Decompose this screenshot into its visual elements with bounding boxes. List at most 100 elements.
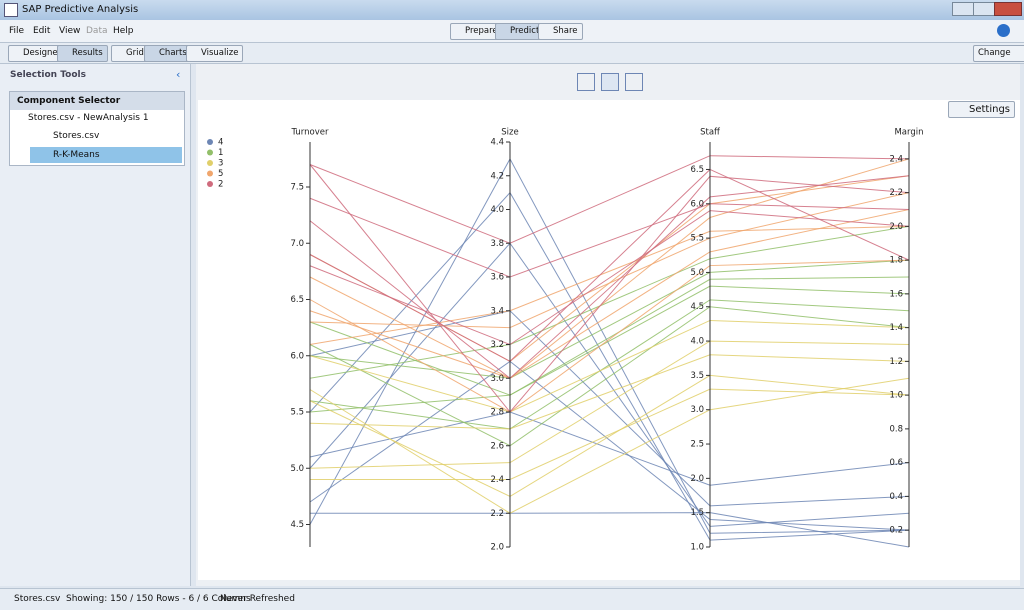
- tick-label: 2.2: [889, 188, 903, 198]
- tick-label: 1.5: [690, 508, 704, 518]
- tick-label: 4.0: [690, 337, 704, 347]
- data-line: [309, 340, 910, 469]
- tree-item[interactable]: Stores.csv: [53, 131, 100, 141]
- tick-label: 3.5: [690, 371, 704, 381]
- legend-label: 5: [218, 169, 223, 179]
- toolbar-button[interactable]: Visualize: [186, 45, 244, 62]
- axis-title: Turnover: [291, 128, 329, 138]
- tick-label: 0.8: [889, 424, 903, 434]
- axis-title: Margin: [894, 128, 923, 138]
- tick-label: 2.8: [490, 408, 504, 418]
- legend-swatch: [207, 160, 213, 166]
- data-line: [309, 225, 910, 345]
- collapse-icon[interactable]: ‹: [176, 68, 181, 81]
- menu-item[interactable]: Edit: [33, 26, 51, 36]
- data-line: [309, 225, 910, 379]
- legend-label: 1: [218, 148, 223, 158]
- tick-label: 3.0: [490, 374, 504, 384]
- data-line: [309, 276, 910, 413]
- menu-item[interactable]: Data: [86, 26, 108, 36]
- status-text: Stores.csv: [14, 594, 61, 604]
- tick-label: 2.6: [490, 441, 504, 451]
- app-icon: [4, 3, 18, 17]
- data-line: [310, 388, 910, 480]
- tick-label: 2.0: [889, 222, 903, 232]
- data-line: [309, 411, 910, 486]
- settings-button[interactable]: Settings: [948, 101, 1016, 118]
- data-line: [309, 259, 910, 379]
- data-line: [309, 259, 910, 413]
- tick-label: 6.0: [690, 199, 704, 209]
- panel-title: Component Selector: [17, 96, 121, 106]
- tick-label: 3.0: [690, 405, 704, 415]
- maximize[interactable]: [973, 2, 995, 16]
- data-line: [309, 285, 910, 396]
- tick-label: 2.4: [490, 475, 504, 485]
- data-line: [309, 354, 910, 430]
- tick-label: 4.5: [290, 520, 304, 530]
- tick-label: 1.6: [889, 289, 903, 299]
- toolbar: Designer Results Grid Charts Visualize C…: [0, 43, 1024, 64]
- menu-item[interactable]: View: [59, 26, 81, 36]
- selected-row: [30, 147, 182, 163]
- mode-button[interactable]: Predict: [495, 23, 545, 40]
- tick-label: 3.6: [490, 273, 504, 283]
- status-text: Showing: 150 / 150 Rows - 6 / 6 Columns: [66, 594, 251, 604]
- data-line: [309, 299, 910, 430]
- view-icon[interactable]: [601, 73, 619, 91]
- data-line: [309, 374, 910, 497]
- sidebar: Selection Tools ‹ Component Selector Sto…: [0, 64, 191, 586]
- legend-swatch: [207, 139, 213, 145]
- tree-item[interactable]: Stores.csv - NewAnalysis 1: [28, 113, 149, 123]
- tick-label: 7.0: [290, 239, 304, 249]
- menu-item[interactable]: Help: [113, 26, 134, 36]
- view-icon[interactable]: [625, 73, 643, 91]
- tick-label: 2.5: [690, 440, 704, 450]
- tick-label: 1.8: [889, 256, 903, 266]
- legend-swatch: [207, 170, 213, 177]
- tick-label: 0.4: [889, 492, 903, 502]
- data-line: [309, 164, 910, 413]
- tick-label: 5.0: [290, 464, 304, 474]
- data-line: [309, 377, 910, 514]
- legend-label: 2: [218, 180, 223, 190]
- data-line: [309, 306, 910, 447]
- data-line: [309, 310, 910, 507]
- tick-label: 7.5: [290, 183, 304, 193]
- minimize[interactable]: [952, 2, 974, 16]
- status-text: Never Refreshed: [220, 594, 295, 604]
- legend-label: 4: [218, 138, 223, 148]
- tick-label: 0.2: [889, 526, 903, 536]
- toolbar-button[interactable]: Results: [57, 45, 108, 62]
- tick-label: 0.6: [889, 458, 903, 468]
- data-line: [309, 209, 910, 379]
- change-dropdown[interactable]: Change: [973, 45, 1024, 62]
- view-icon[interactable]: [577, 73, 595, 91]
- tick-label: 4.0: [490, 205, 504, 215]
- legend-swatch: [207, 181, 213, 187]
- data-line: [309, 157, 910, 534]
- menu-item[interactable]: File: [9, 26, 25, 36]
- tick-label: 6.0: [290, 351, 304, 361]
- tick-label: 4.5: [690, 302, 704, 312]
- legend-swatch: [207, 149, 213, 156]
- data-line: [309, 360, 910, 531]
- tree-item[interactable]: R-K-Means: [53, 150, 100, 160]
- tick-label: 1.2: [889, 357, 903, 367]
- tick-label: 6.5: [690, 165, 704, 175]
- mode-button[interactable]: Share: [538, 23, 583, 40]
- help-icon[interactable]: [997, 24, 1010, 37]
- tick-label: 5.5: [690, 234, 704, 244]
- legend-label: 3: [218, 159, 223, 169]
- close[interactable]: [994, 2, 1022, 16]
- data-line: [309, 155, 910, 244]
- tick-label: 1.4: [889, 323, 903, 333]
- panel-header: Component Selector: [10, 92, 184, 110]
- window-title: SAP Predictive Analysis: [22, 4, 139, 15]
- data-line: [309, 175, 910, 379]
- toolbar-button[interactable]: Charts: [144, 45, 192, 62]
- axis-title: Staff: [700, 128, 721, 138]
- data-line: [310, 512, 910, 548]
- data-line: [309, 168, 910, 362]
